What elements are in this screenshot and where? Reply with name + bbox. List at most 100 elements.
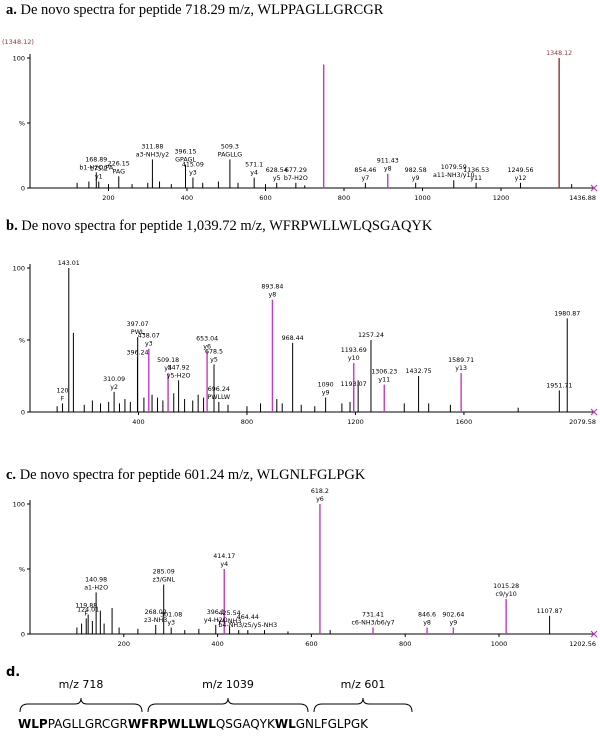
- peak-annotation: z3-NH3: [144, 617, 167, 624]
- peak-annotation: 1193.07: [341, 381, 367, 388]
- peak-annotation: 397.07: [127, 321, 149, 328]
- peak-annotation: 140.98: [85, 576, 107, 583]
- peak-annotation: y12: [515, 175, 527, 182]
- peak-annotation: 1980.87: [554, 310, 580, 317]
- panel-d-label: d.: [6, 665, 20, 680]
- panel-c-label: c.: [6, 467, 17, 483]
- panel-b-title-text: De novo spectra for peptide 1,039.72 m/z…: [21, 218, 433, 234]
- x-tick-label: 800: [241, 418, 253, 426]
- panel-c-title-text: De novo spectra for peptide 601.24 m/z, …: [19, 467, 366, 483]
- x-tick-label: 1200: [493, 194, 510, 202]
- peak-annotation: F: [84, 610, 88, 617]
- peak-annotation: 311.88: [141, 143, 163, 150]
- axis-end-marker: [590, 630, 598, 638]
- group-brace: [19, 697, 143, 713]
- peak-annotation: 1015.28: [493, 583, 519, 590]
- group-label: m/z 601: [341, 678, 386, 691]
- peak-annotation: y5: [273, 175, 281, 182]
- peak-annotation: y7: [362, 175, 370, 182]
- peak-annotation: 1589.71: [448, 357, 474, 364]
- peak-annotation: 846.6: [418, 612, 436, 619]
- peak-annotation: y9: [412, 175, 420, 182]
- peak-annotation: PAGLLG: [218, 151, 242, 158]
- x-max-label: 1202.56: [569, 640, 596, 648]
- x-max-label: 1436.88: [569, 194, 596, 202]
- peak-annotation: 618.2: [311, 488, 329, 495]
- peak-annotation: a11-NH3/y10: [433, 172, 474, 179]
- peak-annotation: y4: [250, 170, 258, 177]
- peak-annotation: a3-NH3/y2: [136, 151, 169, 158]
- y-tick-label: %: [19, 566, 25, 574]
- peak-annotation: b7-H2O: [284, 175, 308, 182]
- peak-annotation: 396.15: [174, 149, 196, 156]
- peak-annotation: 1432.75: [406, 368, 432, 375]
- peak-annotation: GPAGL: [175, 157, 196, 164]
- peak-annotation: 653.04: [196, 336, 218, 343]
- y-tick-label: 0: [21, 185, 25, 193]
- peak-annotation: y2: [110, 384, 118, 391]
- peak-annotation: F: [61, 395, 65, 402]
- peak-annotation: 677.29: [285, 167, 307, 174]
- peptide-sequence: WLPPAGLLGRCGRWFRPWLLWLQSGAQYKWLGNLFGLPGK: [18, 717, 369, 731]
- y-tick-label: 0: [21, 409, 25, 417]
- peak-annotation: y8: [423, 620, 431, 627]
- y-tick-label: 100: [13, 55, 25, 63]
- peak-annotation: 143.01: [58, 260, 80, 267]
- peak-annotation: y8: [384, 166, 392, 173]
- peak-annotation: y4: [164, 365, 172, 372]
- panel-b-title: b. De novo spectra for peptide 1,039.72 …: [6, 218, 432, 235]
- peak-annotation: PWL: [131, 329, 145, 336]
- peak-annotation: 1306.23: [371, 369, 397, 376]
- peak-annotation: y4-H2O: [204, 617, 228, 624]
- peak-annotation: 902.64: [442, 612, 464, 619]
- peak-annotation: y11: [378, 377, 390, 384]
- x-tick-label: 600: [305, 640, 317, 648]
- peak-annotation: 175.2: [90, 166, 108, 173]
- x-tick-label: 400: [181, 194, 193, 202]
- peak-annotation: 968.44: [282, 335, 304, 342]
- peak-annotation: 1249.56: [507, 167, 533, 174]
- peak-annotation: 285.09: [153, 569, 175, 576]
- group-brace: [147, 697, 309, 713]
- peak-annotation: 571.1: [245, 162, 263, 169]
- peak-annotation: y1: [95, 174, 103, 181]
- peak-annotation: y11: [470, 175, 482, 182]
- peak-annotation: b4-NH3/z5/y5-NH3: [218, 622, 277, 629]
- x-tick-label: 400: [132, 418, 144, 426]
- x-tick-label: 1600: [456, 418, 473, 426]
- peak-annotation: y3: [167, 620, 175, 627]
- sequence-diagram: d. WLPPAGLLGRCGRWFRPWLLWLQSGAQYKWLGNLFGLP…: [6, 665, 413, 731]
- peak-annotation: 731.41: [362, 612, 384, 619]
- peak-annotation: y4: [220, 561, 228, 568]
- peak-annotation: y9: [449, 620, 457, 627]
- y-tick-label: 0: [21, 631, 25, 639]
- y-tick-label: %: [19, 120, 25, 128]
- peak-annotation: 1107.87: [537, 608, 563, 615]
- x-tick-label: 1000: [414, 194, 431, 202]
- y-tick-label: %: [19, 337, 25, 345]
- peak-annotation: y3: [189, 170, 197, 177]
- peak-annotation: b1-H2O/PA: [79, 164, 113, 171]
- peak-annotation: 854.46: [354, 167, 376, 174]
- panel-a-title: a. De novo spectra for peptide 718.29 m/…: [6, 2, 383, 19]
- x-tick-label: 200: [118, 640, 130, 648]
- x-tick-label: 1200: [347, 418, 364, 426]
- peak-annotation: a1-H2O: [84, 584, 108, 591]
- peak-annotation: 1348.12: [546, 50, 572, 57]
- peak-annotation: y9: [322, 390, 330, 397]
- spectrum-c: 0% 100 200 400 600 800 1000 1202.56 119.88F124.0…: [13, 488, 598, 648]
- peak-annotation: 301.08: [160, 612, 182, 619]
- peak-annotation: y8: [269, 292, 277, 299]
- panel-b-label: b.: [6, 218, 18, 234]
- x-tick-label: 600: [259, 194, 271, 202]
- panel-a-label: a.: [6, 2, 17, 18]
- peak-annotation: y4-NH3: [218, 618, 241, 625]
- spectrum-a: 0% 100 200 400 600 800 1000 1200 1436.88 (1348.12…: [2, 38, 598, 202]
- peak-annotation: z3/GNL: [152, 577, 175, 584]
- peak-annotation: y10: [348, 355, 360, 362]
- peak-annotation: 982.58: [405, 167, 427, 174]
- peak-annotation: 628.54: [266, 167, 288, 174]
- peak-annotation: 268.02: [145, 609, 167, 616]
- axis-end-marker: [590, 184, 598, 192]
- peak-annotation: y5-H2O: [167, 372, 191, 379]
